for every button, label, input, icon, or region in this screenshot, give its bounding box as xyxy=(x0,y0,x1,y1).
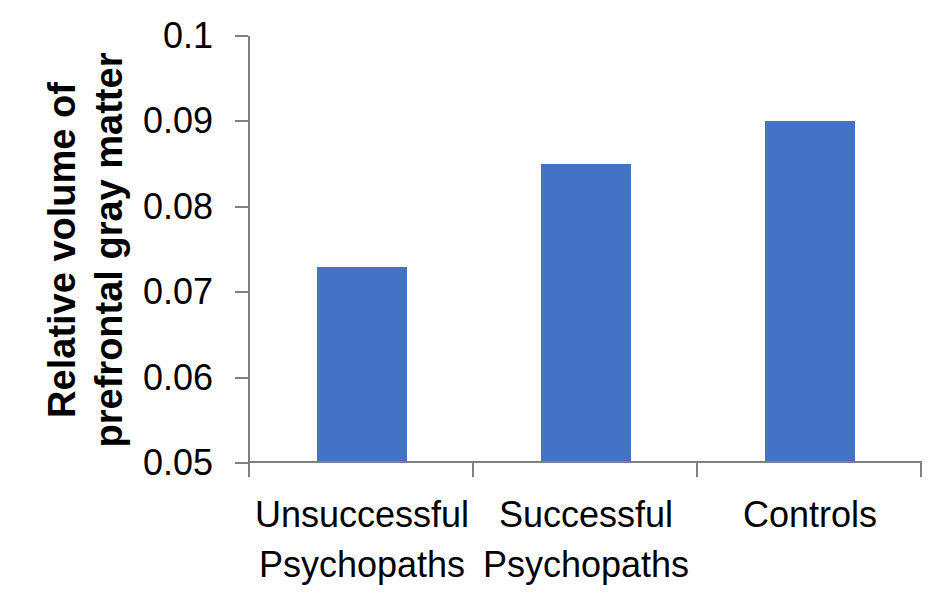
y-tick-mark-0.05 xyxy=(235,462,248,464)
y-tick-label-0.1: 0.1 xyxy=(0,18,213,54)
x-category-label-line: Psychopaths xyxy=(464,540,708,590)
y-tick-mark-0.1 xyxy=(235,35,248,37)
y-tick-mark-0.09 xyxy=(235,120,248,122)
x-tick-mark-0 xyxy=(248,463,250,477)
bar-successful-psychopaths xyxy=(541,164,631,461)
y-tick-mark-0.08 xyxy=(235,206,248,208)
y-tick-label-0.06: 0.06 xyxy=(0,360,213,396)
y-tick-label-0.07: 0.07 xyxy=(0,274,213,310)
x-category-label-unsuccessful-psychopaths: UnsuccessfulPsychopaths xyxy=(240,490,484,590)
x-category-label-line: Successful xyxy=(464,490,708,540)
y-tick-label-0.09: 0.09 xyxy=(0,103,213,139)
bar-unsuccessful-psychopaths xyxy=(317,267,407,461)
bar-controls xyxy=(765,121,855,461)
x-category-label-line: Controls xyxy=(688,490,932,540)
x-category-label-line: Psychopaths xyxy=(240,540,484,590)
bar-chart: Relative volume of prefrontal gray matte… xyxy=(0,0,948,602)
y-tick-mark-0.06 xyxy=(235,377,248,379)
x-tick-mark-1 xyxy=(472,463,474,477)
x-category-label-successful-psychopaths: SuccessfulPsychopaths xyxy=(464,490,708,590)
y-axis-line xyxy=(248,36,250,463)
x-tick-mark-3 xyxy=(920,463,922,477)
y-tick-label-0.08: 0.08 xyxy=(0,189,213,225)
x-axis-line xyxy=(248,461,922,463)
y-tick-label-0.05: 0.05 xyxy=(0,445,213,481)
x-category-label-controls: Controls xyxy=(688,490,932,540)
x-category-label-line: Unsuccessful xyxy=(240,490,484,540)
y-tick-mark-0.07 xyxy=(235,291,248,293)
x-tick-mark-2 xyxy=(696,463,698,477)
